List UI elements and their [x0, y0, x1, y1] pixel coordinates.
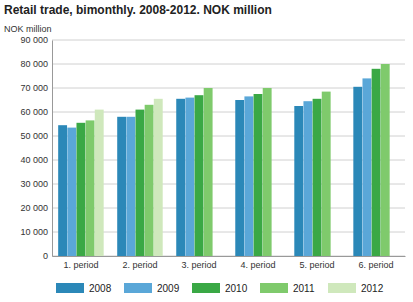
bar	[381, 64, 390, 256]
x-tick-label: 2. period	[122, 260, 157, 270]
x-axis: 1. period 2. period 3. period 4. period 5. p…	[53, 256, 406, 270]
y-axis: 0 10 000 20 000 30 000 40 000 50 000 60 000 70 …	[20, 35, 52, 261]
bar	[322, 92, 331, 256]
y-tick: 60 000	[20, 107, 52, 117]
bar	[176, 99, 185, 256]
x-tick: 4. period	[240, 256, 275, 270]
y-tick: 10 000	[20, 227, 52, 237]
bar	[254, 94, 263, 256]
bar	[58, 125, 67, 256]
legend-label: 2009	[157, 283, 180, 294]
bar	[95, 110, 104, 256]
x-tick: 5. period	[300, 256, 335, 270]
bar	[76, 123, 85, 256]
y-tick-label: 60 000	[20, 107, 48, 117]
y-label: NOK million	[4, 24, 52, 34]
grid-line	[52, 184, 405, 185]
chart: Retail trade, bimonthly. 2008-2012. NOK …	[0, 0, 413, 302]
legend-swatch	[192, 283, 220, 293]
y-tick-label: 70 000	[20, 83, 48, 93]
bar	[372, 69, 381, 256]
legend-label: 2008	[89, 283, 112, 294]
grid-line	[52, 64, 405, 65]
legend-swatch	[260, 283, 288, 293]
y-tick: 80 000	[20, 59, 52, 69]
grid-line	[52, 112, 405, 113]
y-tick-label: 20 000	[20, 203, 48, 213]
y-tick: 90 000	[20, 35, 52, 45]
grid-line	[52, 256, 405, 257]
y-tick-label: 0	[43, 251, 48, 261]
x-tick-label: 5. period	[300, 260, 335, 270]
bar	[145, 105, 154, 256]
bar	[117, 117, 126, 256]
legend-swatch	[56, 283, 84, 293]
grid-line	[52, 232, 405, 233]
y-tick: 40 000	[20, 155, 52, 165]
grid-line	[52, 88, 405, 89]
bar	[195, 95, 204, 256]
x-axis-line	[53, 256, 406, 257]
legend-label: 2011	[293, 283, 315, 294]
grid-line	[52, 208, 405, 209]
bar	[353, 87, 362, 256]
y-tick-label: 50 000	[20, 131, 48, 141]
y-tick-label: 30 000	[20, 179, 48, 189]
x-tick-label: 3. period	[181, 260, 216, 270]
legend-swatch	[328, 283, 356, 293]
y-tick-label: 80 000	[20, 59, 48, 69]
legend: 2008 2009 2010 2011 2012	[56, 283, 384, 294]
legend-label: 2012	[361, 283, 384, 294]
bar	[313, 99, 322, 256]
bar	[303, 101, 312, 256]
bar	[154, 99, 163, 256]
bar	[244, 96, 253, 256]
bar	[204, 88, 213, 256]
x-tick-label: 1. period	[63, 260, 98, 270]
grid-line	[52, 136, 405, 137]
bar	[235, 100, 244, 256]
bar	[362, 78, 371, 256]
bars	[58, 64, 389, 256]
bar	[263, 88, 272, 256]
bar	[86, 120, 95, 256]
y-tick-label: 90 000	[20, 35, 48, 45]
x-tick: 1. period	[63, 256, 98, 270]
bar	[185, 98, 194, 256]
bar	[126, 117, 135, 256]
legend-swatch	[124, 283, 152, 293]
x-tick: 3. period	[181, 256, 216, 270]
legend-label: 2010	[225, 283, 248, 294]
bar	[136, 110, 145, 256]
y-axis-line	[52, 41, 53, 257]
y-tick: 50 000	[20, 131, 52, 141]
title: Retail trade, bimonthly. 2008-2012. NOK …	[4, 3, 272, 17]
x-tick: 2. period	[122, 256, 157, 270]
bar	[67, 128, 76, 256]
x-tick: 6. period	[359, 256, 394, 270]
x-tick-label: 6. period	[359, 260, 394, 270]
grid	[52, 40, 405, 256]
x-tick-label: 4. period	[240, 260, 275, 270]
y-tick: 0	[43, 251, 52, 261]
y-tick-label: 40 000	[20, 155, 48, 165]
y-tick: 70 000	[20, 83, 52, 93]
bar	[294, 106, 303, 256]
y-tick-label: 10 000	[20, 227, 48, 237]
grid-line	[52, 160, 405, 161]
y-tick: 20 000	[20, 203, 52, 213]
grid-line	[52, 40, 405, 41]
y-tick: 30 000	[20, 179, 52, 189]
